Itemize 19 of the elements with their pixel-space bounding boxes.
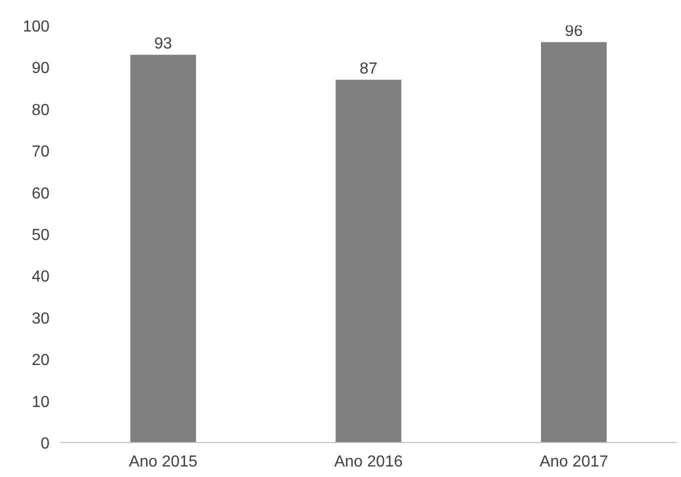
data-label: 93 xyxy=(154,36,172,53)
bar xyxy=(336,80,402,442)
x-tick-label: Ano 2017 xyxy=(540,454,608,470)
bar xyxy=(540,42,607,442)
y-tick-label: 100 xyxy=(22,18,50,36)
x-tick-label: Ano 2015 xyxy=(128,454,198,470)
y-tick-label: 60 xyxy=(32,185,50,202)
bar xyxy=(130,54,196,442)
y-tick-label: 90 xyxy=(32,60,50,78)
y-tick-label: 0 xyxy=(40,436,50,452)
x-tick-label: Ano 2016 xyxy=(334,454,403,470)
y-tick-label: 50 xyxy=(32,227,50,244)
y-tick-label: 20 xyxy=(32,352,50,370)
y-tick-label: 40 xyxy=(32,268,50,286)
y-tick-label: 30 xyxy=(32,310,50,328)
y-tick-label: 70 xyxy=(32,144,50,161)
y-tick-label: 80 xyxy=(32,102,50,119)
data-label: 87 xyxy=(360,60,378,78)
y-tick-label: 10 xyxy=(32,394,50,411)
